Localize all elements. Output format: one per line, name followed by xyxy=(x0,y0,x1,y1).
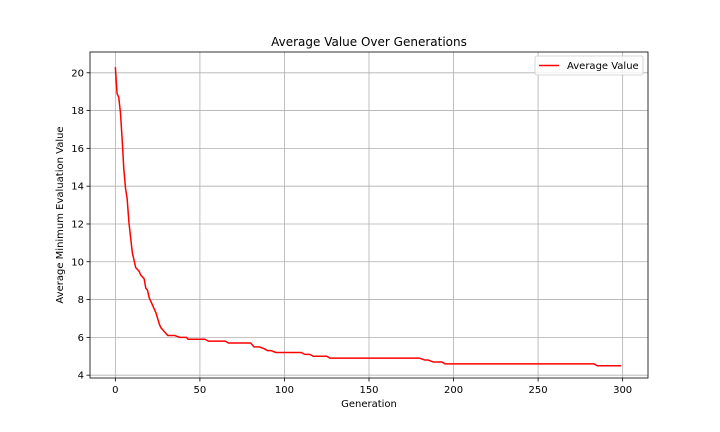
y-tick-label: 20 xyxy=(71,68,84,79)
y-tick-label: 12 xyxy=(71,219,84,230)
y-tick-label: 14 xyxy=(71,182,84,193)
y-tick-label: 8 xyxy=(78,295,84,306)
x-tick-label: 250 xyxy=(529,385,548,396)
x-tick-label: 200 xyxy=(444,385,463,396)
y-tick-label: 18 xyxy=(71,106,84,117)
y-tick-label: 4 xyxy=(78,371,84,382)
chart-title: Average Value Over Generations xyxy=(271,35,467,49)
x-tick-label: 150 xyxy=(359,385,378,396)
x-tick-label: 0 xyxy=(112,385,118,396)
x-tick-label: 300 xyxy=(613,385,632,396)
y-tick-label: 16 xyxy=(71,144,84,155)
x-axis-label: Generation xyxy=(341,399,397,410)
series-layer xyxy=(114,67,621,367)
x-tick-label: 50 xyxy=(194,385,207,396)
y-tick-label: 10 xyxy=(71,257,84,268)
x-tick-label: 100 xyxy=(275,385,294,396)
legend-label: Average Value xyxy=(567,61,639,72)
y-axis-ticks: 4 6 8 10 12 14 16 18 20 xyxy=(71,68,90,382)
y-tick-label: 6 xyxy=(78,333,84,344)
series-line-0 xyxy=(114,67,621,367)
legend-box xyxy=(534,55,644,76)
x-axis-ticks: 0 50 100 150 200 250 300 xyxy=(112,378,632,396)
y-axis-label: Average Minimum Evaluation Value xyxy=(55,126,66,303)
legend: Average Value xyxy=(534,55,644,76)
